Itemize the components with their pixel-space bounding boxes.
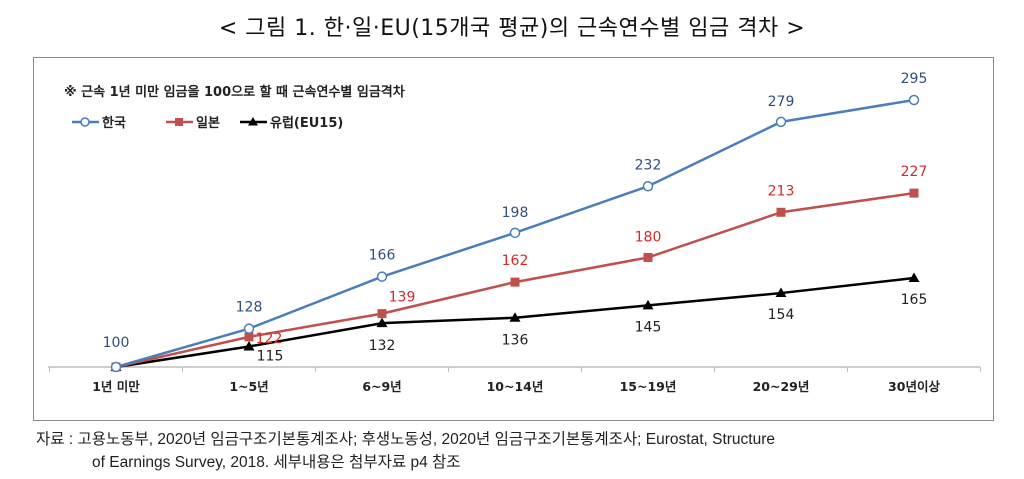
- legend-marker: [175, 118, 183, 126]
- korea-point: [775, 116, 787, 128]
- series-group: [110, 94, 920, 373]
- legend: 한국 일본 유럽(EU15): [72, 115, 343, 131]
- legend-marker: [248, 117, 258, 126]
- data-label: 166: [369, 248, 396, 264]
- eu15-point: [908, 272, 920, 282]
- x-axis: 1년 미만 1~5년 6~9년 10~14년 15~19년 20~29년 30년이상: [48, 366, 981, 394]
- x-tick-label: 30년이상: [888, 379, 940, 394]
- data-label: 232: [635, 157, 662, 173]
- x-tick-label: 1년 미만: [92, 379, 140, 394]
- x-tick-label: 6~9년: [362, 379, 401, 394]
- data-label: 122: [256, 331, 283, 347]
- korea-point: [509, 227, 521, 239]
- korea-point: [110, 361, 122, 373]
- korea-point: [376, 271, 388, 282]
- legend-label: 일본: [196, 116, 220, 131]
- data-label: 162: [502, 253, 529, 269]
- japan-point: [377, 309, 387, 319]
- data-label: 128: [236, 300, 263, 316]
- data-label: 198: [502, 205, 529, 221]
- data-label: 213: [768, 183, 795, 199]
- figure-title: < 그림 1. 한·일·EU(15개국 평균)의 근속연수별 임금 격차 >: [218, 16, 806, 41]
- data-label: 132: [369, 338, 396, 354]
- japan-point: [510, 277, 520, 287]
- eu15-point: [243, 340, 255, 351]
- source-line-1: 자료 : 고용노동부, 2020년 임금구조기본통계조사; 후생노동성, 202…: [36, 431, 776, 448]
- legend-label: 한국: [102, 115, 126, 131]
- data-label: 100: [103, 335, 130, 351]
- data-label: 154: [768, 307, 795, 323]
- data-label: 165: [901, 292, 928, 308]
- legend-marker: [80, 117, 90, 127]
- korea-point: [908, 94, 920, 106]
- data-label: 115: [257, 348, 284, 364]
- x-tick-label: 1~5년: [229, 379, 268, 394]
- korea-point: [642, 181, 654, 192]
- data-label: 227: [901, 164, 928, 180]
- data-label: 180: [635, 229, 662, 245]
- eu15-point: [642, 299, 654, 310]
- data-labels: 100 128 166 198 232 279 295 122 139 162 180 213 227 1…: [103, 71, 928, 364]
- source-note: 자료 : 고용노동부, 2020년 임금구조기본통계조사; 후생노동성, 202…: [36, 428, 1011, 474]
- x-tick-label: 15~19년: [620, 379, 677, 394]
- data-label: 139: [389, 290, 416, 306]
- data-label: 136: [502, 333, 529, 349]
- legend-label: 유럽(EU15): [270, 116, 343, 131]
- japan-point: [776, 207, 786, 217]
- eu15-point: [376, 317, 388, 328]
- chart-frame: [33, 57, 994, 421]
- japan-point: [244, 332, 254, 342]
- data-label: 145: [635, 319, 662, 335]
- japan-point: [643, 252, 653, 262]
- eu15-point: [509, 312, 521, 322]
- korea-point: [243, 323, 255, 334]
- data-label: 295: [901, 71, 928, 87]
- chart-annotation: ※ 근속 1년 미만 임금을 100으로 할 때 근속연수별 임금격차: [64, 84, 405, 100]
- eu15-point: [775, 287, 787, 298]
- japan-point: [909, 188, 919, 198]
- x-tick-label: 20~29년: [753, 379, 810, 394]
- x-tick-label: 10~14년: [487, 379, 544, 394]
- data-label: 279: [768, 94, 795, 110]
- source-line-2: of Earnings Survey, 2018. 세부내용은 첨부자료 p4 …: [92, 454, 461, 471]
